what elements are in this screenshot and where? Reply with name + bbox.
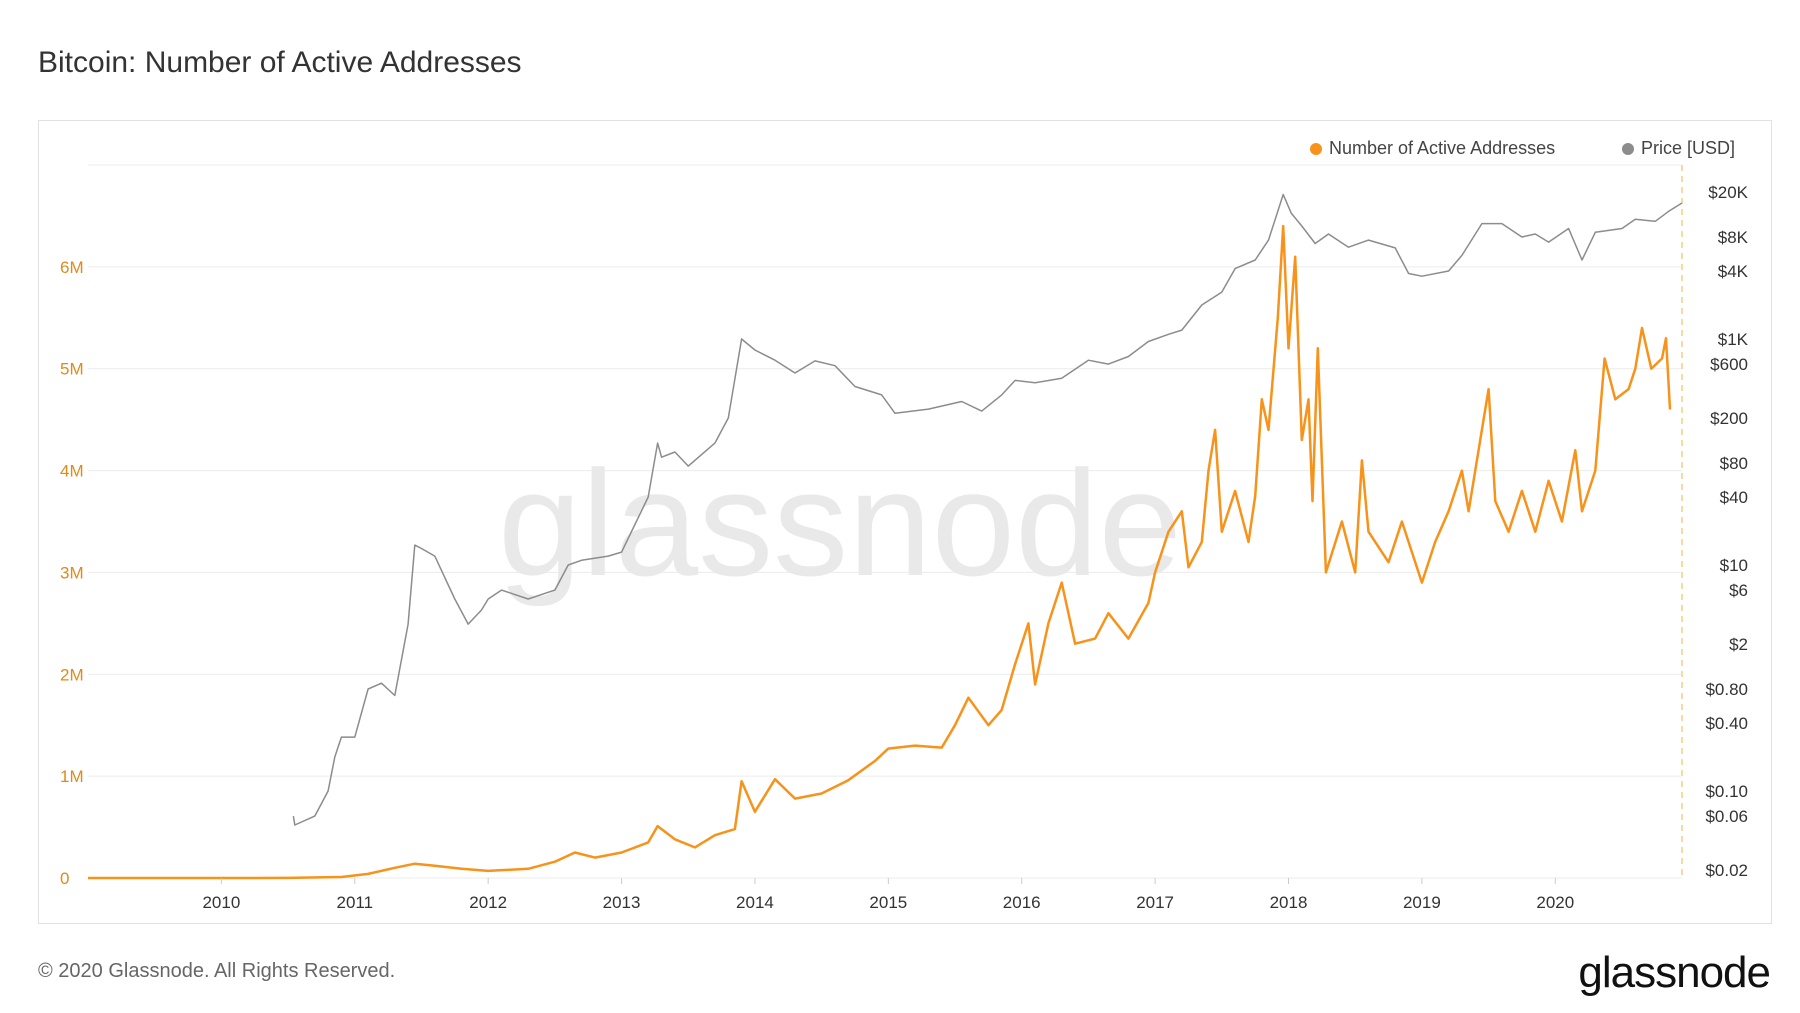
- x-tick-label: 2020: [1536, 893, 1574, 912]
- y-right-tick-label: $8K: [1718, 228, 1749, 247]
- y-right-tick-label: $600: [1710, 355, 1748, 374]
- y-left-tick-label: 6M: [60, 258, 84, 277]
- y-right-tick-label: $0.06: [1705, 807, 1748, 826]
- y-right-tick-label: $200: [1710, 409, 1748, 428]
- y-left-tick-label: 4M: [60, 462, 84, 481]
- y-right-tick-label: $10: [1720, 556, 1748, 575]
- y-right-tick-label: $1K: [1718, 330, 1749, 349]
- y-right-tick-label: $0.40: [1705, 714, 1748, 733]
- y-left-tick-label: 1M: [60, 767, 84, 786]
- legend-label: Price [USD]: [1641, 138, 1736, 158]
- chart-frame: [38, 120, 1772, 924]
- x-tick-label: 2016: [1003, 893, 1041, 912]
- legend-dot-icon: [1622, 142, 1634, 155]
- watermark-text: glassnode: [498, 439, 1182, 607]
- y-left-tick-label: 2M: [60, 665, 84, 684]
- x-tick-label: 2010: [202, 893, 240, 912]
- x-tick-label: 2014: [736, 893, 774, 912]
- legend-item-price[interactable]: Price [USD]: [1622, 138, 1735, 159]
- copyright-text: © 2020 Glassnode. All Rights Reserved.: [38, 960, 396, 982]
- x-tick-label: 2013: [603, 893, 641, 912]
- x-tick-label: 2011: [336, 893, 373, 912]
- x-tick-label: 2015: [869, 893, 907, 912]
- y-right-tick-label: $6: [1729, 581, 1748, 600]
- y-right-tick-label: $4K: [1718, 262, 1749, 281]
- y-right-tick-label: $0.10: [1705, 782, 1748, 801]
- y-right-tick-label: $40: [1720, 488, 1748, 507]
- x-tick-label: 2017: [1136, 893, 1174, 912]
- price-usd-line: [292, 193, 1683, 826]
- brand-logo: glassnode: [1578, 948, 1771, 997]
- legend-dot-icon: [1310, 142, 1322, 155]
- y-right-tick-label: $0.02: [1705, 861, 1748, 880]
- y-right-tick-label: $20K: [1708, 183, 1748, 202]
- y-right-tick-label: $80: [1720, 454, 1748, 473]
- y-right-tick-label: $2: [1729, 635, 1748, 654]
- y-left-tick-label: 3M: [60, 563, 84, 582]
- x-tick-label: 2018: [1270, 893, 1308, 912]
- y-right-tick-label: $0.80: [1705, 680, 1748, 699]
- x-tick-label: 2019: [1403, 893, 1441, 912]
- x-tick-label: 2012: [469, 893, 507, 912]
- y-left-tick-label: 0: [60, 869, 69, 888]
- legend-label: Number of Active Addresses: [1329, 138, 1556, 158]
- y-left-tick-label: 5M: [60, 360, 84, 379]
- page-title: Bitcoin: Number of Active Addresses: [38, 46, 522, 79]
- legend-item-active[interactable]: Number of Active Addresses: [1310, 138, 1555, 159]
- active-addresses-line: [88, 224, 1672, 880]
